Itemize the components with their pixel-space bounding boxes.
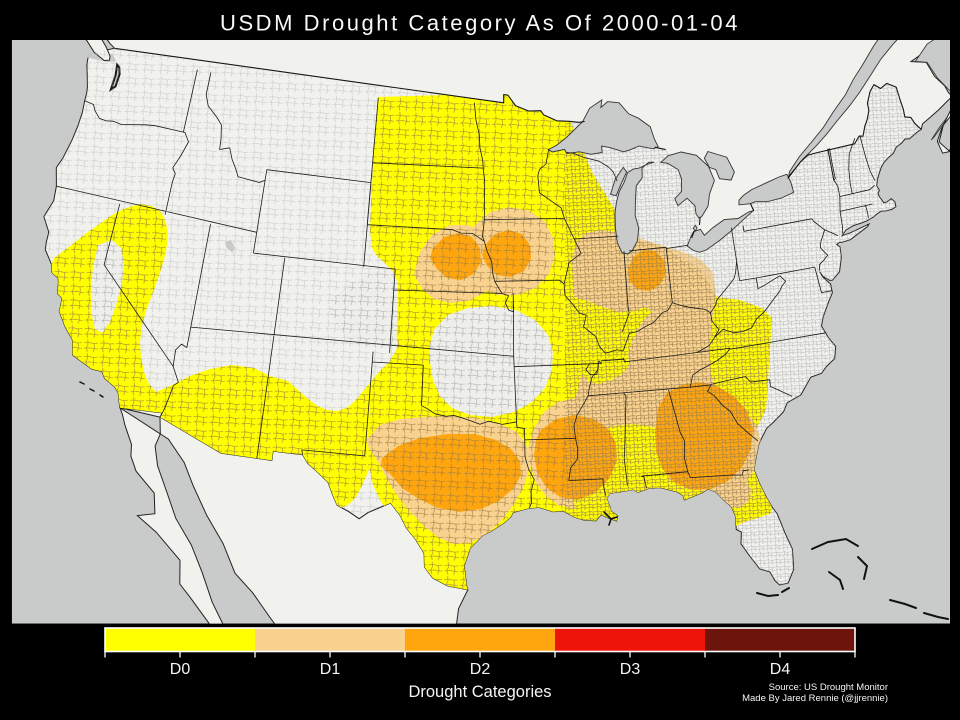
svg-text:D1: D1 (320, 661, 341, 678)
svg-text:D4: D4 (770, 661, 791, 678)
svg-text:D0: D0 (170, 661, 191, 678)
svg-text:D3: D3 (620, 661, 641, 678)
svg-text:Made By Jared Rennie (@jjrenni: Made By Jared Rennie (@jjrennie) (742, 693, 888, 704)
svg-text:USDM Drought Category As Of 20: USDM Drought Category As Of 2000-01-04 (220, 11, 740, 36)
svg-text:Source: US Drought Monitor: Source: US Drought Monitor (769, 682, 888, 693)
svg-text:D2: D2 (470, 661, 491, 678)
svg-text:Drought Categories: Drought Categories (408, 683, 551, 701)
